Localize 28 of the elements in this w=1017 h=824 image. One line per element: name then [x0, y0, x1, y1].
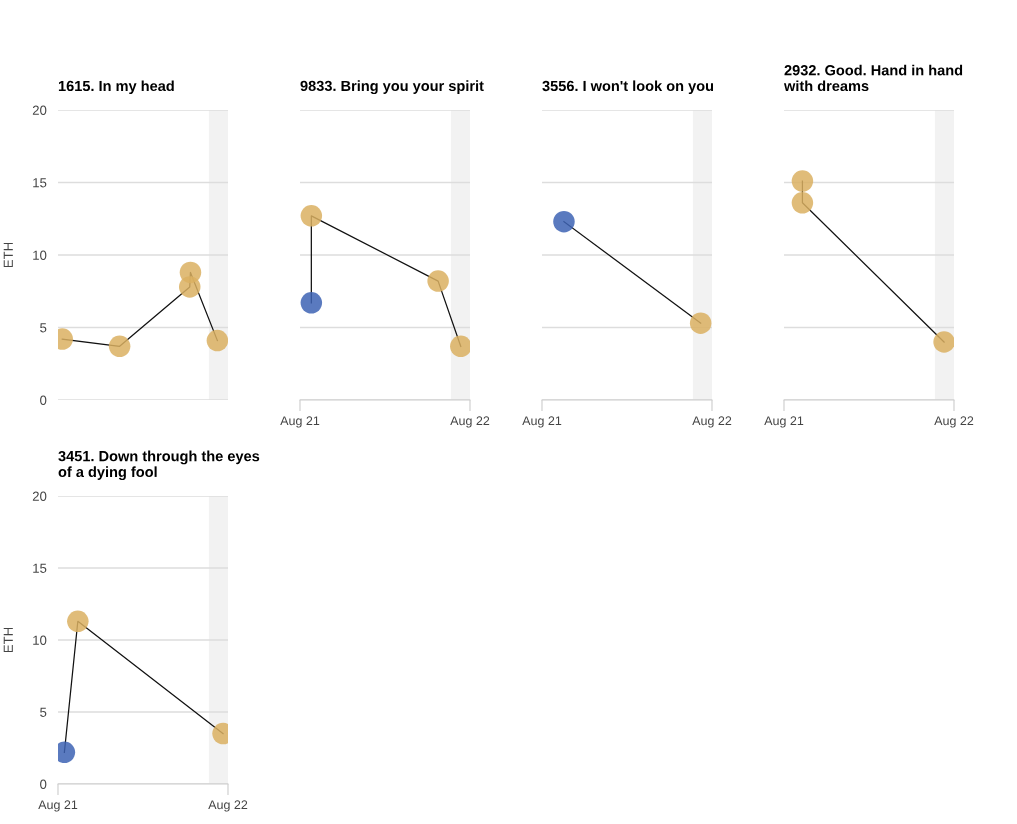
x-tick-label: Aug 21 — [522, 416, 562, 428]
x-tick-label: Aug 22 — [934, 416, 974, 428]
x-tick-label: Aug 21 — [280, 416, 320, 428]
y-tick-label: 0 — [40, 779, 47, 789]
point — [300, 205, 323, 227]
x-tick-label: Aug 22 — [692, 416, 732, 428]
chart-title: 1615. In my head — [58, 80, 174, 94]
y-tick-label: 0 — [40, 395, 47, 405]
y-axis-title: ETH — [3, 627, 13, 653]
x-tick-label: Aug 21 — [38, 800, 78, 812]
y-tick-label: 5 — [40, 323, 47, 333]
y-tick-label: 10 — [33, 250, 47, 260]
y-tick-label: 15 — [33, 178, 47, 188]
chart-title: 3451. Down through the eyes of a dying fool — [58, 450, 260, 480]
y-tick-label: 10 — [33, 635, 47, 645]
chart-title: 9833. Bring you your spirit — [300, 80, 484, 94]
y-tick-label: 20 — [32, 105, 47, 115]
y-tick-label: 15 — [33, 563, 47, 573]
x-tick-label: Aug 22 — [208, 800, 248, 812]
point — [450, 335, 470, 358]
point — [300, 292, 323, 314]
y-axis-title: ETH — [3, 242, 13, 268]
chart-title: 2932. Good. Hand in hand with dreams — [783, 64, 963, 92]
x-tick-label: Aug 22 — [450, 416, 490, 428]
y-tick-label: 5 — [40, 707, 47, 717]
chart-title: 3556. I won't look on you — [542, 80, 714, 94]
y-tick-label: 20 — [32, 491, 47, 501]
x-tick-label: Aug 21 — [764, 416, 804, 428]
